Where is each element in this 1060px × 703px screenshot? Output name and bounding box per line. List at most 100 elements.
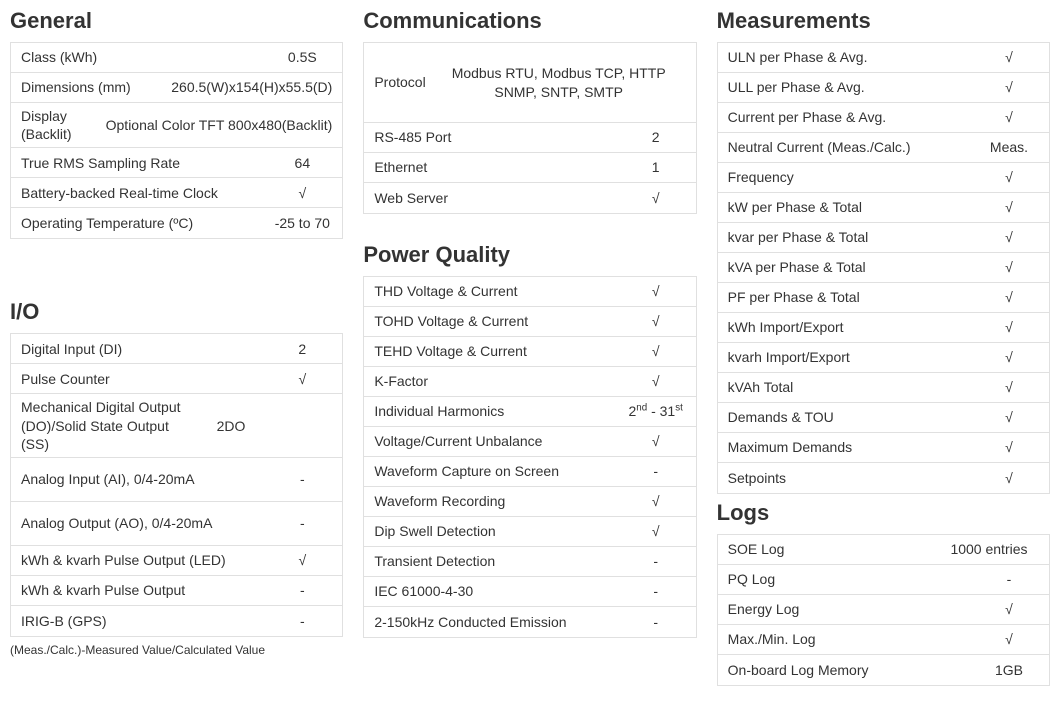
table-row: Web Server √	[364, 183, 695, 213]
spec-label: 2-150kHz Conducted Emission	[374, 613, 625, 631]
heading-io: I/O	[10, 299, 343, 325]
spec-value: √	[272, 370, 332, 388]
spec-value: 1GB	[979, 661, 1039, 679]
table-row: Frequency √	[718, 163, 1049, 193]
table-communications: Protocol Modbus RTU, Modbus TCP, HTTP SN…	[363, 42, 696, 214]
spec-value: -	[272, 470, 332, 488]
table-row: Analog Output (AO), 0/4-20mA -	[11, 502, 342, 546]
spec-label: On-board Log Memory	[728, 661, 979, 679]
table-row: Waveform Recording √	[364, 487, 695, 517]
spec-label: Current per Phase & Avg.	[728, 108, 979, 126]
table-general: Class (kWh) 0.5S Dimensions (mm) 260.5(W…	[10, 42, 343, 239]
spec-label: RS-485 Port	[374, 128, 625, 146]
spec-value: √	[979, 408, 1039, 426]
spec-label: IRIG-B (GPS)	[21, 612, 272, 630]
spec-label: TEHD Voltage & Current	[374, 342, 625, 360]
spec-label: TOHD Voltage & Current	[374, 312, 625, 330]
table-row: Voltage/Current Unbalance √	[364, 427, 695, 457]
column-2: Communications Protocol Modbus RTU, Modb…	[363, 8, 696, 686]
spec-label: Dip Swell Detection	[374, 522, 625, 540]
spec-label: THD Voltage & Current	[374, 282, 625, 300]
table-measurements: ULN per Phase & Avg. √ ULL per Phase & A…	[717, 42, 1050, 494]
section-io: I/O Digital Input (DI) 2 Pulse Counter √…	[10, 299, 343, 637]
spec-value: √	[272, 184, 332, 202]
spec-value: -	[272, 514, 332, 532]
spec-value: 64	[272, 154, 332, 172]
heading-power-quality: Power Quality	[363, 242, 696, 268]
spec-label: kVA per Phase & Total	[728, 258, 979, 276]
spec-label: Ethernet	[374, 158, 625, 176]
spec-value: √	[979, 469, 1039, 487]
table-power-quality: THD Voltage & Current √ TOHD Voltage & C…	[363, 276, 696, 638]
spec-value: √	[979, 438, 1039, 456]
table-row: RS-485 Port 2	[364, 123, 695, 153]
spec-value: √	[979, 168, 1039, 186]
spec-label: Class (kWh)	[21, 48, 272, 66]
heading-general: General	[10, 8, 343, 34]
heading-communications: Communications	[363, 8, 696, 34]
spec-label: Web Server	[374, 189, 625, 207]
footnote: (Meas./Calc.)-Measured Value/Calculated …	[10, 643, 343, 657]
heading-logs: Logs	[717, 500, 1050, 526]
table-row: Waveform Capture on Screen -	[364, 457, 695, 487]
table-row: kWh & kvarh Pulse Output -	[11, 576, 342, 606]
spec-value: -	[626, 582, 686, 600]
table-io: Digital Input (DI) 2 Pulse Counter √ Mec…	[10, 333, 343, 637]
table-row: Demands & TOU √	[718, 403, 1049, 433]
spec-label: kvar per Phase & Total	[728, 228, 979, 246]
spec-value: √	[979, 378, 1039, 396]
spec-label: Battery-backed Real-time Clock	[21, 184, 272, 202]
spec-value: -	[979, 570, 1039, 588]
spec-value: -	[272, 612, 332, 630]
spec-value: -	[626, 462, 686, 480]
spec-label: kWh & kvarh Pulse Output (LED)	[21, 551, 272, 569]
table-row: Display (Backlit) Optional Color TFT 800…	[11, 103, 342, 148]
table-row: PF per Phase & Total √	[718, 283, 1049, 313]
spec-label: SOE Log	[728, 540, 939, 558]
spec-label: Voltage/Current Unbalance	[374, 432, 625, 450]
spec-label: K-Factor	[374, 372, 625, 390]
table-row: Dip Swell Detection √	[364, 517, 695, 547]
spec-label: Digital Input (DI)	[21, 340, 272, 358]
spec-value: 1000 entries	[939, 540, 1039, 558]
table-row: THD Voltage & Current √	[364, 277, 695, 307]
section-general: General Class (kWh) 0.5S Dimensions (mm)…	[10, 8, 343, 239]
table-row: Individual Harmonics 2nd - 31st	[364, 397, 695, 427]
spec-value: √	[626, 189, 686, 207]
table-row: IEC 61000-4-30 -	[364, 577, 695, 607]
spec-value: √	[626, 342, 686, 360]
column-1: General Class (kWh) 0.5S Dimensions (mm)…	[10, 8, 343, 686]
table-row: Current per Phase & Avg. √	[718, 103, 1049, 133]
spec-value: √	[979, 318, 1039, 336]
spec-label: IEC 61000-4-30	[374, 582, 625, 600]
spec-value: 260.5(W)x154(H)x55.5(D)	[171, 78, 332, 96]
table-row: Pulse Counter √	[11, 364, 342, 394]
spec-columns: General Class (kWh) 0.5S Dimensions (mm)…	[10, 8, 1050, 686]
spec-value: √	[626, 522, 686, 540]
table-row: kW per Phase & Total √	[718, 193, 1049, 223]
table-row: Ethernet 1	[364, 153, 695, 183]
table-row: TOHD Voltage & Current √	[364, 307, 695, 337]
table-row: 2-150kHz Conducted Emission -	[364, 607, 695, 637]
table-row: Transient Detection -	[364, 547, 695, 577]
spec-label: Demands & TOU	[728, 408, 979, 426]
spec-label: Display (Backlit)	[21, 107, 106, 143]
section-logs: Logs SOE Log 1000 entries PQ Log - Energ…	[717, 500, 1050, 686]
table-row: Protocol Modbus RTU, Modbus TCP, HTTP SN…	[364, 43, 695, 123]
table-row: Operating Temperature (ºC) -25 to 70	[11, 208, 342, 238]
spec-label: Transient Detection	[374, 552, 625, 570]
spec-value: √	[626, 492, 686, 510]
spec-value: 2	[272, 340, 332, 358]
spec-value: Meas.	[979, 138, 1039, 156]
spec-label: Energy Log	[728, 600, 979, 618]
table-row: Battery-backed Real-time Clock √	[11, 178, 342, 208]
spec-value: 1	[626, 158, 686, 176]
spec-value: 2nd - 31st	[626, 402, 686, 420]
table-row: Digital Input (DI) 2	[11, 334, 342, 364]
spec-label: ULN per Phase & Avg.	[728, 48, 979, 66]
table-row: Mechanical Digital Output (DO)/Solid Sta…	[11, 394, 342, 458]
table-row: kVA per Phase & Total √	[718, 253, 1049, 283]
table-row: kvar per Phase & Total √	[718, 223, 1049, 253]
section-communications: Communications Protocol Modbus RTU, Modb…	[363, 8, 696, 214]
spec-label: kVAh Total	[728, 378, 979, 396]
